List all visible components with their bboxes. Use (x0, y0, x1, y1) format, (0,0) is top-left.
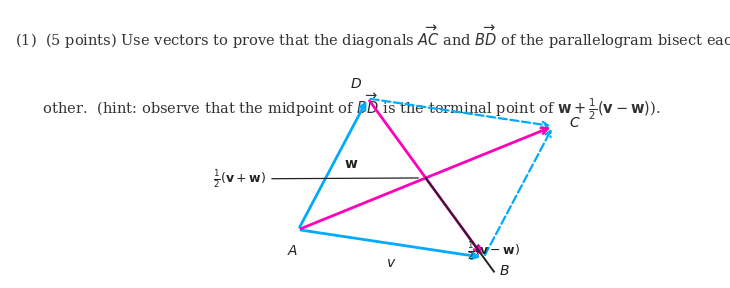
Text: (1)  (5 points) Use vectors to prove that the diagonals $\overrightarrow{AC}$ an: (1) (5 points) Use vectors to prove that… (15, 24, 730, 51)
Text: $D$: $D$ (350, 77, 361, 91)
Text: $C$: $C$ (569, 116, 580, 130)
Text: $\frac{1}{2}(\mathbf{v}-\mathbf{w})$: $\frac{1}{2}(\mathbf{v}-\mathbf{w})$ (467, 240, 520, 262)
Text: other.  (hint: observe that the midpoint of $\overrightarrow{BD}$ is the termina: other. (hint: observe that the midpoint … (15, 92, 660, 122)
Text: $v$: $v$ (385, 256, 396, 270)
Text: $\frac{1}{2}(\mathbf{v}+\mathbf{w})$: $\frac{1}{2}(\mathbf{v}+\mathbf{w})$ (213, 168, 266, 190)
Text: $\mathbf{w}$: $\mathbf{w}$ (344, 157, 358, 171)
Text: $A$: $A$ (286, 244, 298, 257)
Text: $B$: $B$ (499, 264, 510, 278)
